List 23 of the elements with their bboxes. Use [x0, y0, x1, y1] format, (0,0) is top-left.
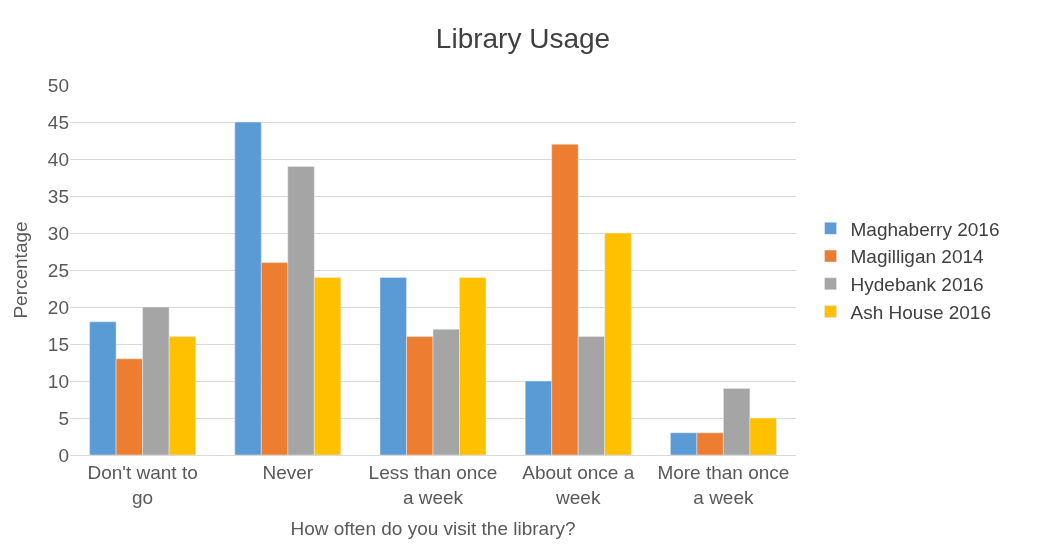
- x-tick-label: More than once a week: [657, 461, 790, 508]
- y-tick-label: 15: [47, 333, 69, 355]
- x-tick-label: Never: [262, 461, 314, 483]
- y-tick-label: 40: [47, 148, 69, 170]
- y-tick-label: 0: [58, 444, 69, 466]
- x-tick-label: Less than once a week: [368, 461, 498, 508]
- y-tick-label: 35: [47, 185, 69, 207]
- y-tick-label: 50: [47, 74, 69, 96]
- legend-label: Magilligan 2014: [850, 246, 985, 268]
- y-tick-label: 45: [47, 111, 69, 133]
- legend-label: Hydebank 2016: [850, 274, 984, 296]
- legend-label: Ash House 2016: [850, 301, 992, 323]
- y-tick-label: 30: [47, 222, 69, 244]
- y-tick-label: 25: [47, 259, 69, 281]
- chart-title: Library Usage: [435, 22, 611, 54]
- x-tick-label: Don't want to go: [87, 461, 198, 508]
- y-tick-label: 10: [47, 370, 69, 392]
- y-axis-title: Percentage: [9, 221, 31, 319]
- x-tick-label: About once a week: [522, 461, 635, 508]
- y-tick-label: 20: [47, 296, 69, 318]
- legend-label: Maghaberry 2016: [850, 218, 1000, 240]
- y-tick-label: 5: [58, 407, 69, 429]
- x-axis-title: How often do you visit the library?: [290, 518, 576, 540]
